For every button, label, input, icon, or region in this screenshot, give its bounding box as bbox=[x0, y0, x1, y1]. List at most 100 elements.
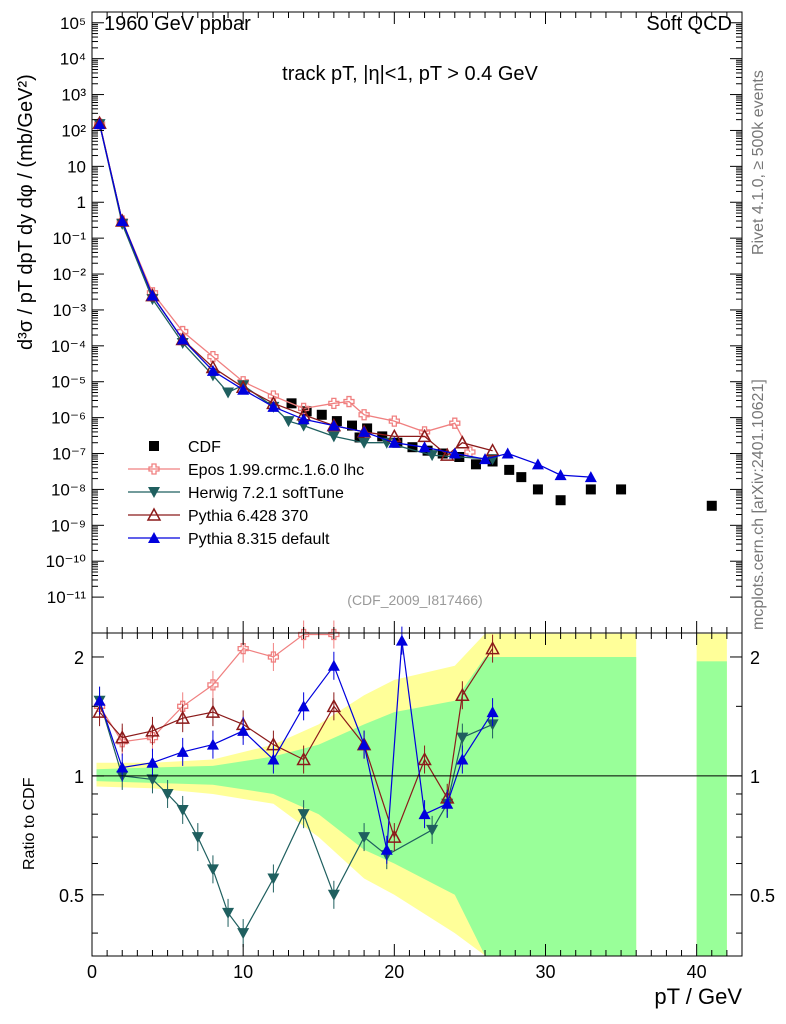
data-point bbox=[237, 383, 250, 395]
data-point bbox=[706, 500, 717, 511]
data-point bbox=[145, 723, 160, 737]
data-point bbox=[358, 738, 371, 750]
data-point bbox=[555, 495, 566, 506]
header-left: 1960 GeV ppbar bbox=[104, 13, 251, 35]
data-point bbox=[456, 753, 469, 765]
data-point bbox=[501, 447, 514, 459]
data-point bbox=[296, 751, 311, 766]
source-credit: mcplots.cern.ch [arXiv:2401.10621] bbox=[750, 379, 767, 630]
y-tick-label: 10⁻¹¹ bbox=[47, 588, 87, 607]
data-point bbox=[116, 761, 129, 773]
x-tick-label: 10 bbox=[233, 962, 253, 982]
band-inner bbox=[96, 657, 637, 956]
data-point bbox=[177, 700, 189, 712]
ratio-tick-label-right: 2 bbox=[750, 648, 760, 668]
data-point bbox=[456, 732, 469, 744]
data-point bbox=[297, 700, 310, 712]
data-point bbox=[418, 426, 431, 438]
data-point bbox=[148, 487, 160, 498]
y-tick-label: 10⁻¹ bbox=[52, 229, 86, 248]
data-point bbox=[116, 215, 129, 227]
data-point bbox=[485, 443, 500, 457]
data-point bbox=[267, 400, 280, 412]
data-point bbox=[455, 687, 470, 702]
data-point bbox=[237, 928, 250, 940]
data-point bbox=[531, 458, 544, 470]
data-point bbox=[191, 832, 204, 844]
data-point bbox=[206, 738, 219, 750]
data-point bbox=[418, 441, 431, 453]
data-point bbox=[426, 450, 439, 462]
data-point bbox=[146, 756, 159, 768]
data-point bbox=[584, 471, 597, 483]
y-tick-label: 10⁻¹⁰ bbox=[46, 552, 87, 571]
data-point bbox=[439, 447, 455, 461]
data-point bbox=[176, 745, 189, 757]
data-point bbox=[532, 484, 543, 495]
data-point bbox=[331, 416, 342, 427]
y-tick-label: 10⁵ bbox=[60, 14, 86, 33]
data-point bbox=[479, 453, 492, 465]
data-point bbox=[327, 419, 340, 431]
series-group bbox=[92, 115, 717, 511]
data-point bbox=[297, 413, 310, 425]
y-tick-label: 10⁻⁹ bbox=[51, 516, 86, 535]
data-point bbox=[176, 333, 189, 345]
y-tick-label: 1 bbox=[77, 193, 86, 212]
data-point bbox=[388, 415, 400, 427]
legend-label: Pythia 8.315 default bbox=[188, 531, 330, 548]
legend-label: CDF bbox=[188, 439, 221, 456]
data-point bbox=[92, 704, 107, 718]
data-point bbox=[206, 864, 219, 876]
rivet-version: Rivet 4.1.0, ≥ 500k events bbox=[750, 70, 767, 255]
data-point bbox=[585, 484, 596, 495]
data-point bbox=[161, 788, 174, 800]
x-axis-label: pT / GeV bbox=[654, 984, 742, 1009]
data-point bbox=[114, 730, 130, 744]
y-tick-label: 10⁻² bbox=[52, 265, 86, 284]
y-tick-label: 10⁻³ bbox=[52, 301, 86, 320]
series-line-4 bbox=[98, 123, 591, 478]
data-point bbox=[358, 409, 370, 421]
data-point bbox=[327, 659, 340, 671]
data-point bbox=[516, 472, 527, 483]
uncertainty-bands bbox=[96, 633, 727, 956]
data-point bbox=[407, 442, 418, 453]
data-point bbox=[554, 469, 567, 481]
data-point bbox=[343, 395, 355, 408]
y-tick-label: 10⁻⁸ bbox=[51, 480, 86, 499]
ratio-tick-label-right: 1 bbox=[750, 767, 760, 787]
legend-label: Pythia 6.428 370 bbox=[188, 508, 308, 525]
data-point bbox=[207, 679, 219, 691]
data-point bbox=[504, 464, 515, 475]
data-point bbox=[358, 437, 371, 449]
data-point bbox=[301, 406, 312, 417]
x-tick-label: 20 bbox=[384, 962, 404, 982]
data-point bbox=[222, 387, 235, 399]
data-point bbox=[267, 753, 280, 765]
data-point bbox=[485, 641, 500, 655]
data-point bbox=[146, 507, 162, 521]
data-point bbox=[437, 448, 448, 459]
x-tick-label: 40 bbox=[687, 962, 707, 982]
ratio-series-group bbox=[92, 620, 500, 948]
data-point bbox=[146, 774, 159, 786]
data-point bbox=[328, 397, 340, 409]
data-point bbox=[358, 425, 371, 437]
data-point bbox=[328, 628, 340, 641]
data-point bbox=[206, 364, 219, 376]
data-point bbox=[616, 484, 627, 495]
data-point bbox=[93, 118, 106, 130]
y-tick-label: 10² bbox=[61, 121, 86, 140]
y-tick-label: 10⁴ bbox=[60, 50, 86, 69]
ratio-line-3 bbox=[99, 640, 494, 850]
data-point bbox=[347, 420, 357, 431]
data-point bbox=[205, 704, 221, 718]
ratio-tick-label-right: 0.5 bbox=[750, 886, 775, 906]
legend-label: Epos 1.99.crmc.1.6.0 lhc bbox=[188, 462, 364, 479]
data-point bbox=[358, 832, 371, 844]
data-point bbox=[207, 350, 219, 363]
ratio-line-0 bbox=[99, 633, 334, 743]
data-point bbox=[426, 824, 439, 836]
